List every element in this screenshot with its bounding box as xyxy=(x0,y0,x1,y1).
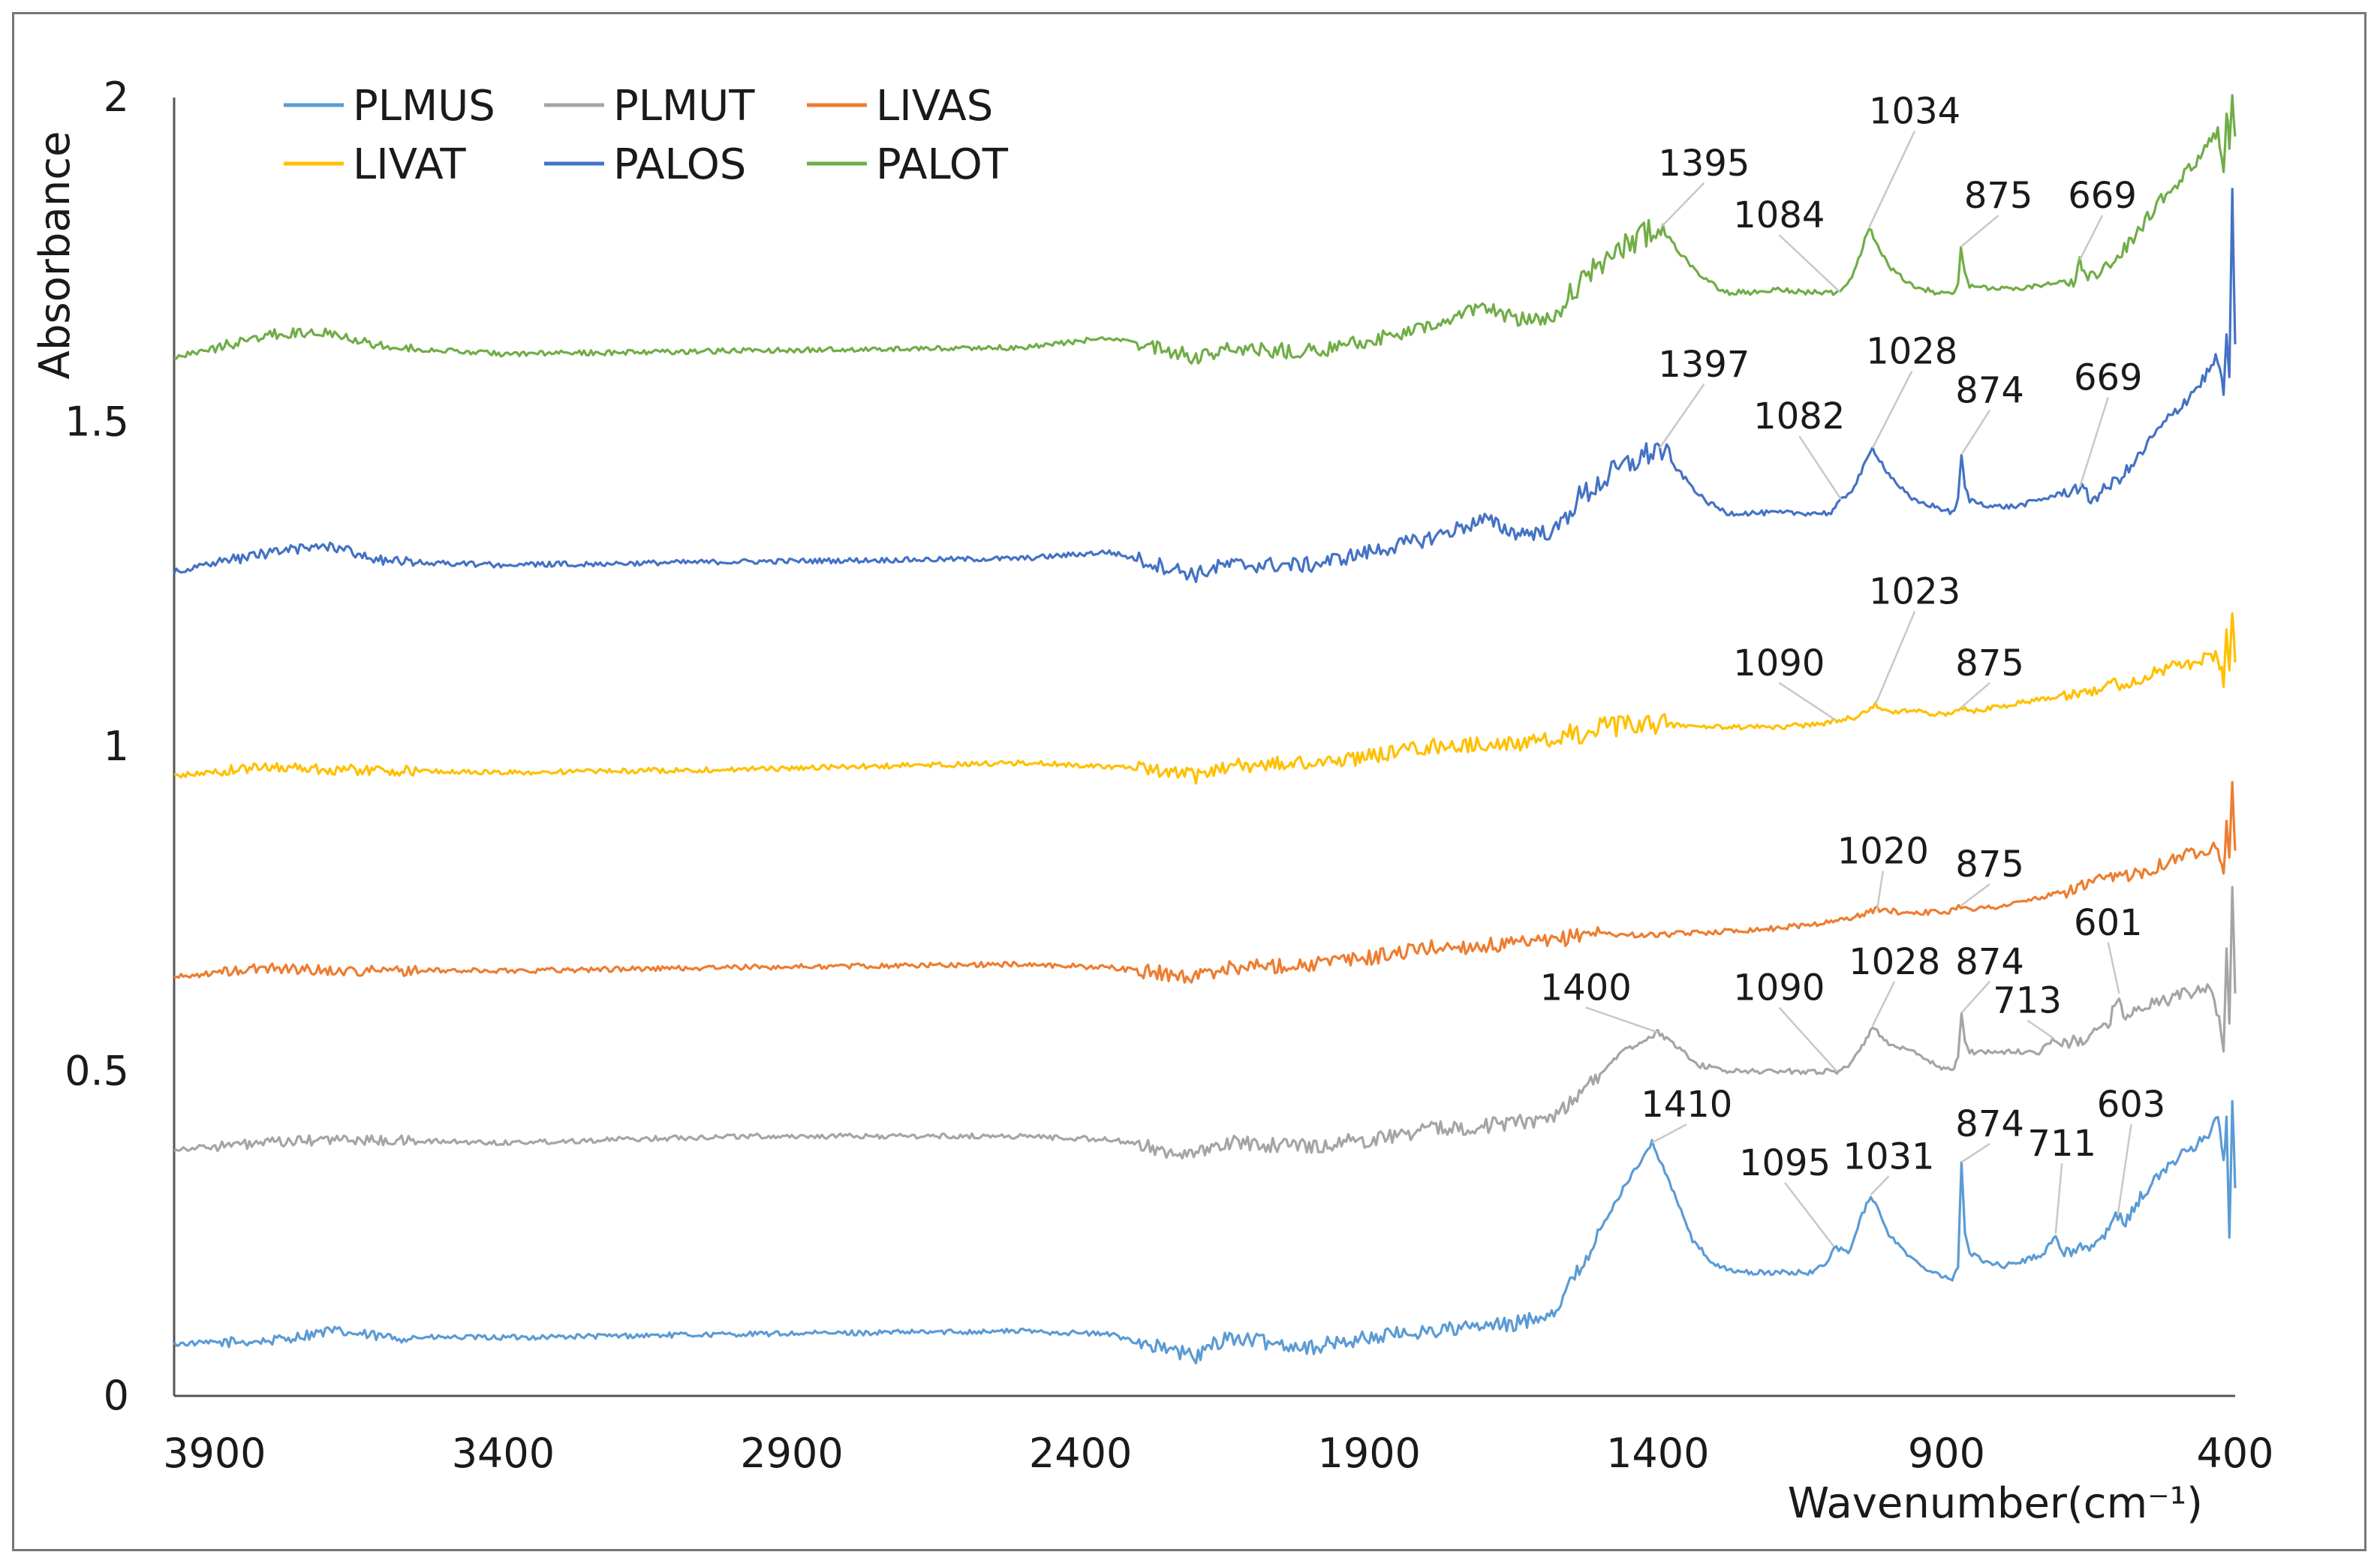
y-tick-label: 0.5 xyxy=(65,1048,129,1095)
x-tick-label: 3400 xyxy=(452,1430,555,1477)
peak-annotation: 875 xyxy=(1955,642,2024,684)
legend-label: PLMUS xyxy=(353,82,495,131)
peak-annotation: 713 xyxy=(1993,980,2062,1022)
legend-label: LIVAT xyxy=(353,140,466,189)
annotation-leader-line xyxy=(1874,611,1916,705)
x-tick-label: 400 xyxy=(2196,1430,2273,1477)
series-line-plmus xyxy=(173,1099,2237,1365)
peak-annotation: 1034 xyxy=(1869,91,1960,133)
series-line-livat xyxy=(174,612,2237,785)
peak-annotation: 1020 xyxy=(1837,831,1929,873)
x-axis-title: Wavenumber(cm⁻¹) xyxy=(1788,1479,2203,1528)
annotation-leader-line xyxy=(1868,131,1916,228)
series-line-palot xyxy=(173,94,2237,365)
x-tick-label: 900 xyxy=(1908,1430,1985,1477)
annotation-leader-line xyxy=(1960,1142,1990,1163)
annotation-leader-line xyxy=(1778,234,1841,293)
annotation-leader-line xyxy=(1651,1123,1687,1144)
series-line-palos xyxy=(173,188,2237,583)
peak-annotation: 875 xyxy=(1955,844,2024,886)
series-line-livas xyxy=(173,780,2237,984)
legend-label: PLMUT xyxy=(613,82,755,131)
y-tick-label: 0 xyxy=(104,1372,129,1419)
peak-annotation: 603 xyxy=(2097,1084,2166,1126)
annotation-leader-line xyxy=(1871,371,1913,449)
annotation-leader-line xyxy=(1585,1006,1659,1033)
series-lines xyxy=(173,94,2237,1365)
annotation-leader-line xyxy=(1960,215,1999,248)
annotation-leader-line xyxy=(1960,980,1991,1014)
annotation-leader-line xyxy=(1960,409,1991,456)
annotation-leader-line xyxy=(2026,1019,2055,1040)
legend: PLMUS PLMUT LIVAS LIVAT PALOS PALOT xyxy=(284,82,1009,189)
annotation-leader-line xyxy=(1960,681,1990,709)
annotation-leader-line xyxy=(1876,871,1885,910)
peak-annotation: 1397 xyxy=(1658,344,1750,386)
peak-annotation: 1031 xyxy=(1843,1135,1934,1178)
peak-annotation: 601 xyxy=(2074,902,2143,944)
x-tick-label: 1400 xyxy=(1606,1430,1709,1477)
annotation-leader-line xyxy=(1870,1175,1890,1196)
annotation-leader-line xyxy=(1798,435,1843,501)
peak-annotation: 669 xyxy=(2074,356,2143,399)
peak-annotation: 874 xyxy=(1955,370,2024,412)
annotation-leader-line xyxy=(2117,1123,2132,1214)
peak-annotation: 1090 xyxy=(1733,967,1825,1009)
figure-frame xyxy=(12,12,2366,1551)
y-tick-labels: 0 0.5 1 1.5 2 xyxy=(65,74,129,1419)
y-axis-title: Absorbance xyxy=(31,131,80,380)
annotation-leader-line xyxy=(1659,182,1705,228)
annotation-leader-line xyxy=(1960,883,1990,907)
peak-annotation: 875 xyxy=(1964,175,2033,217)
annotation-leader-line xyxy=(1778,1006,1838,1072)
peak-annotation: 711 xyxy=(2027,1123,2096,1165)
x-tick-label: 1900 xyxy=(1317,1430,1420,1477)
legend-label: PALOT xyxy=(876,140,1009,189)
x-tick-label: 2400 xyxy=(1029,1430,1132,1477)
annotation-leader-line xyxy=(2078,396,2109,488)
peak-annotation: 1410 xyxy=(1641,1084,1732,1126)
annotation-leader-line xyxy=(1778,681,1837,722)
annotation-leader-line xyxy=(2107,942,2120,994)
peak-annotation: 1400 xyxy=(1540,967,1632,1009)
axes xyxy=(173,98,2235,1397)
peak-annotation: 1082 xyxy=(1753,396,1845,438)
annotation-leader-line xyxy=(2054,1162,2063,1234)
peak-annotation: 1023 xyxy=(1869,571,1960,613)
peak-annotation: 1084 xyxy=(1733,194,1825,236)
peak-annotation: 874 xyxy=(1955,1103,2024,1145)
x-tick-labels: 3900 3400 2900 2400 1900 1400 900 400 xyxy=(163,1430,2273,1477)
annotation-leader-line xyxy=(1784,1182,1835,1247)
series-line-plmut xyxy=(173,886,2237,1160)
peak-annotation: 874 xyxy=(1955,941,2024,983)
annotation-leader-line xyxy=(1659,383,1705,449)
y-tick-label: 2 xyxy=(104,74,129,121)
peak-annotation: 1395 xyxy=(1658,143,1750,185)
peak-annotation: 1090 xyxy=(1733,642,1825,684)
x-tick-label: 2900 xyxy=(740,1430,843,1477)
peak-annotation: 1095 xyxy=(1739,1142,1831,1184)
y-tick-label: 1.5 xyxy=(65,399,129,446)
peak-annotation: 1028 xyxy=(1866,331,1957,373)
legend-label: LIVAS xyxy=(876,82,993,131)
y-tick-label: 1 xyxy=(104,723,129,770)
annotation-leader-line xyxy=(1871,981,1896,1027)
annotation-leader-line xyxy=(2078,215,2104,260)
peak-annotation: 669 xyxy=(2068,175,2137,217)
x-tick-label: 3900 xyxy=(163,1430,266,1477)
legend-label: PALOS xyxy=(613,140,746,189)
peak-annotation: 1028 xyxy=(1849,941,1940,983)
